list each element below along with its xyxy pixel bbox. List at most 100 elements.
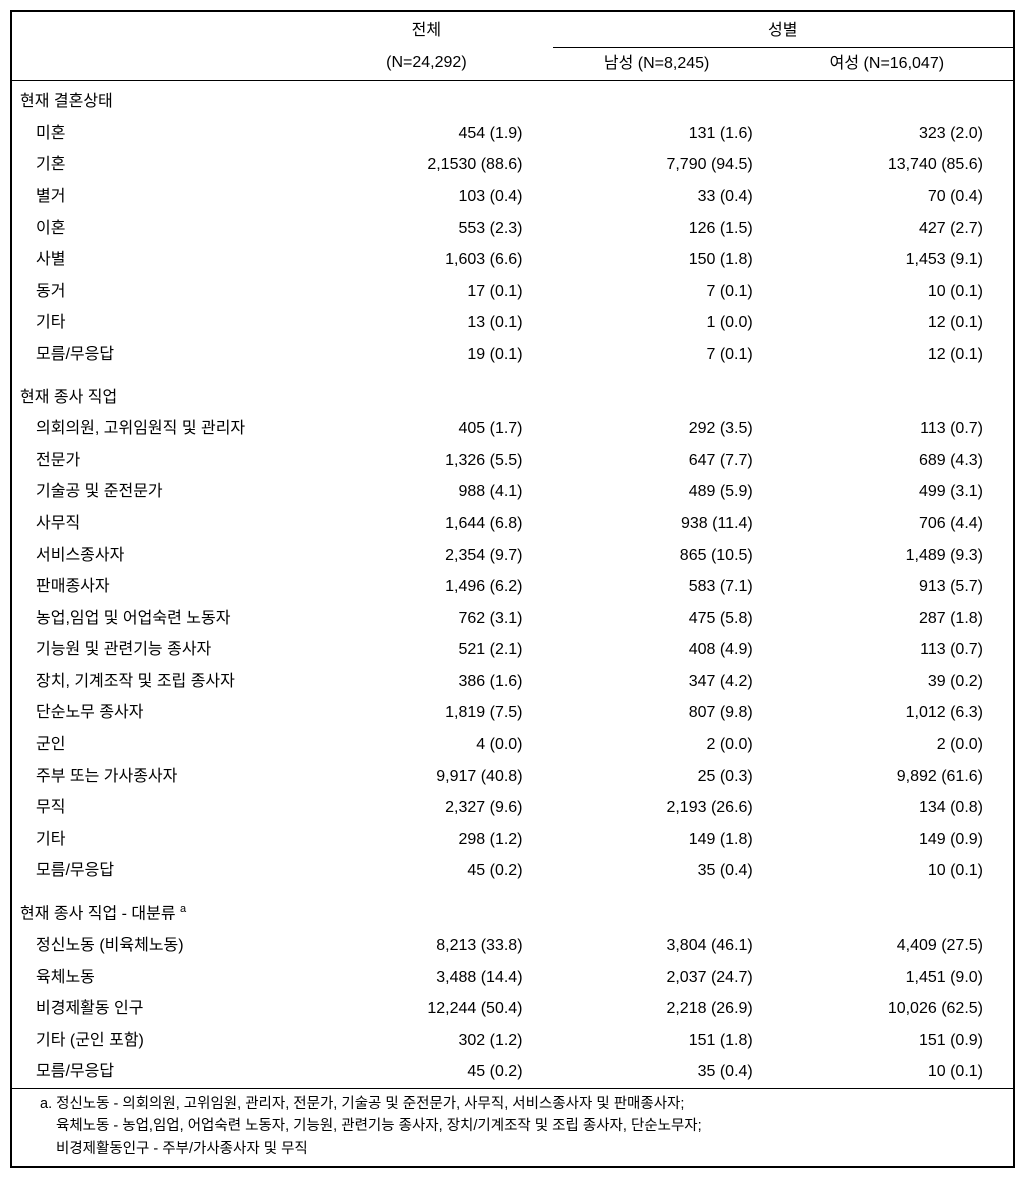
table-row: 이혼553 (2.3)126 (1.5)427 (2.7) xyxy=(12,213,1013,245)
cell-total: 3,488 (14.4) xyxy=(322,962,552,994)
cell-female: 706 (4.4) xyxy=(783,508,1013,540)
row-label: 정신노동 (비육체노동) xyxy=(12,930,322,962)
table-row: 육체노동3,488 (14.4)2,037 (24.7)1,451 (9.0) xyxy=(12,962,1013,994)
row-label: 사별 xyxy=(12,244,322,276)
cell-total: 521 (2.1) xyxy=(322,634,552,666)
cell-total: 988 (4.1) xyxy=(322,476,552,508)
footnote-line-1: a. 정신노동 - 의회의원, 고위임원, 관리자, 전문가, 기술공 및 준전… xyxy=(40,1093,1005,1115)
table-row: 정신노동 (비육체노동)8,213 (33.8)3,804 (46.1)4,40… xyxy=(12,930,1013,962)
cell-male: 2,193 (26.6) xyxy=(553,792,783,824)
cell-total: 553 (2.3) xyxy=(322,213,552,245)
section-title: 현재 종사 직업 - 대분류 a xyxy=(12,893,1013,930)
cell-female: 2 (0.0) xyxy=(783,729,1013,761)
cell-total: 454 (1.9) xyxy=(322,118,552,150)
section-header: 현재 종사 직업 - 대분류 a xyxy=(12,893,1013,930)
table-row: 판매종사자1,496 (6.2)583 (7.1)913 (5.7) xyxy=(12,571,1013,603)
table-row: 비경제활동 인구12,244 (50.4)2,218 (26.9)10,026 … xyxy=(12,993,1013,1025)
row-label: 기타 xyxy=(12,824,322,856)
cell-male: 151 (1.8) xyxy=(553,1025,783,1057)
header-male: 남성 (N=8,245) xyxy=(553,47,783,81)
cell-male: 1 (0.0) xyxy=(553,307,783,339)
cell-total: 762 (3.1) xyxy=(322,603,552,635)
cell-male: 2,218 (26.9) xyxy=(553,993,783,1025)
cell-total: 45 (0.2) xyxy=(322,1056,552,1088)
cell-female: 151 (0.9) xyxy=(783,1025,1013,1057)
cell-male: 126 (1.5) xyxy=(553,213,783,245)
cell-female: 13,740 (85.6) xyxy=(783,149,1013,181)
section-title: 현재 결혼상태 xyxy=(12,81,1013,118)
row-label: 서비스종사자 xyxy=(12,540,322,572)
row-label: 농업,임업 및 어업숙련 노동자 xyxy=(12,603,322,635)
footnotes: a. 정신노동 - 의회의원, 고위임원, 관리자, 전문가, 기술공 및 준전… xyxy=(12,1089,1013,1166)
table-row: 서비스종사자2,354 (9.7)865 (10.5)1,489 (9.3) xyxy=(12,540,1013,572)
row-label: 사무직 xyxy=(12,508,322,540)
table-row: 기타298 (1.2)149 (1.8)149 (0.9) xyxy=(12,824,1013,856)
section-header: 현재 결혼상태 xyxy=(12,81,1013,118)
row-label: 모름/무응답 xyxy=(12,339,322,371)
cell-female: 323 (2.0) xyxy=(783,118,1013,150)
cell-male: 7 (0.1) xyxy=(553,339,783,371)
table-row: 동거17 (0.1)7 (0.1)10 (0.1) xyxy=(12,276,1013,308)
cell-male: 408 (4.9) xyxy=(553,634,783,666)
cell-total: 13 (0.1) xyxy=(322,307,552,339)
cell-male: 865 (10.5) xyxy=(553,540,783,572)
cell-male: 807 (9.8) xyxy=(553,697,783,729)
row-label: 미혼 xyxy=(12,118,322,150)
table-row: 모름/무응답45 (0.2)35 (0.4)10 (0.1) xyxy=(12,1056,1013,1088)
cell-female: 287 (1.8) xyxy=(783,603,1013,635)
row-label: 무직 xyxy=(12,792,322,824)
row-label: 기능원 및 관련기능 종사자 xyxy=(12,634,322,666)
table-row: 장치, 기계조작 및 조립 종사자386 (1.6)347 (4.2)39 (0… xyxy=(12,666,1013,698)
row-label: 기술공 및 준전문가 xyxy=(12,476,322,508)
cell-total: 2,354 (9.7) xyxy=(322,540,552,572)
cell-total: 45 (0.2) xyxy=(322,855,552,887)
row-label: 의회의원, 고위임원직 및 관리자 xyxy=(12,413,322,445)
cell-male: 2 (0.0) xyxy=(553,729,783,761)
cell-male: 347 (4.2) xyxy=(553,666,783,698)
cell-male: 2,037 (24.7) xyxy=(553,962,783,994)
cell-total: 298 (1.2) xyxy=(322,824,552,856)
cell-total: 9,917 (40.8) xyxy=(322,761,552,793)
cell-male: 7 (0.1) xyxy=(553,276,783,308)
cell-total: 2,1530 (88.6) xyxy=(322,149,552,181)
table-row: 기타13 (0.1)1 (0.0)12 (0.1) xyxy=(12,307,1013,339)
cell-total: 12,244 (50.4) xyxy=(322,993,552,1025)
cell-male: 3,804 (46.1) xyxy=(553,930,783,962)
row-label: 비경제활동 인구 xyxy=(12,993,322,1025)
cell-female: 499 (3.1) xyxy=(783,476,1013,508)
row-label: 동거 xyxy=(12,276,322,308)
cell-female: 70 (0.4) xyxy=(783,181,1013,213)
cell-total: 1,603 (6.6) xyxy=(322,244,552,276)
cell-total: 1,496 (6.2) xyxy=(322,571,552,603)
footnote-line-2: 육체노동 - 농업,임업, 어업숙련 노동자, 기능원, 관련기능 종사자, 장… xyxy=(40,1115,1005,1137)
table-row: 무직2,327 (9.6)2,193 (26.6)134 (0.8) xyxy=(12,792,1013,824)
cell-female: 4,409 (27.5) xyxy=(783,930,1013,962)
header-gender-label: 성별 xyxy=(553,12,1013,47)
cell-male: 938 (11.4) xyxy=(553,508,783,540)
table-row: 사별1,603 (6.6)150 (1.8)1,453 (9.1) xyxy=(12,244,1013,276)
table-row: 미혼454 (1.9)131 (1.6)323 (2.0) xyxy=(12,118,1013,150)
table-row: 군인4 (0.0)2 (0.0)2 (0.0) xyxy=(12,729,1013,761)
header-total-n: (N=24,292) xyxy=(322,47,552,81)
cell-total: 4 (0.0) xyxy=(322,729,552,761)
data-table: 전체 성별 (N=24,292) 남성 (N=8,245) 여성 (N=16,0… xyxy=(12,12,1013,1089)
cell-total: 1,326 (5.5) xyxy=(322,445,552,477)
cell-female: 12 (0.1) xyxy=(783,307,1013,339)
footnote-line-3: 비경제활동인구 - 주부/가사종사자 및 무직 xyxy=(40,1138,1005,1160)
table-row: 기타 (군인 포함)302 (1.2)151 (1.8)151 (0.9) xyxy=(12,1025,1013,1057)
table-row: 모름/무응답45 (0.2)35 (0.4)10 (0.1) xyxy=(12,855,1013,887)
cell-female: 1,453 (9.1) xyxy=(783,244,1013,276)
cell-female: 1,489 (9.3) xyxy=(783,540,1013,572)
cell-total: 17 (0.1) xyxy=(322,276,552,308)
row-label: 전문가 xyxy=(12,445,322,477)
table-row: 농업,임업 및 어업숙련 노동자762 (3.1)475 (5.8)287 (1… xyxy=(12,603,1013,635)
section-header: 현재 종사 직업 xyxy=(12,377,1013,414)
cell-female: 9,892 (61.6) xyxy=(783,761,1013,793)
cell-total: 8,213 (33.8) xyxy=(322,930,552,962)
cell-male: 647 (7.7) xyxy=(553,445,783,477)
cell-female: 113 (0.7) xyxy=(783,413,1013,445)
cell-male: 489 (5.9) xyxy=(553,476,783,508)
cell-female: 10,026 (62.5) xyxy=(783,993,1013,1025)
table-row: 사무직1,644 (6.8)938 (11.4)706 (4.4) xyxy=(12,508,1013,540)
cell-male: 150 (1.8) xyxy=(553,244,783,276)
